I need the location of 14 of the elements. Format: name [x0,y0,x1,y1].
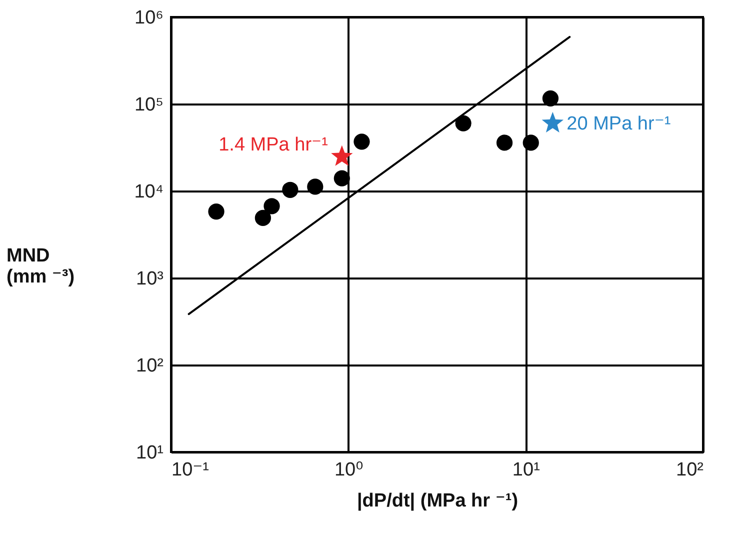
x-tick-label: 10⁻¹ [172,460,209,480]
x-tick-label: 10² [676,460,704,480]
y-axis-title: MND (mm ⁻³) [6,246,75,288]
x-axis-title: |dP/dt| (MPa hr ⁻¹) [356,490,518,512]
y-tick-label: 10⁴ [134,182,164,202]
y-tick-label: 10³ [136,268,164,290]
x-tick-label: 10⁰ [334,460,364,480]
y-tick-label: 10¹ [136,442,164,464]
y-tick-label: 10² [136,356,164,376]
annotation: 1.4 MPa hr⁻¹ [218,134,328,156]
x-tick-label: 10¹ [512,460,540,480]
annotation: 20 MPa hr⁻¹ [566,113,671,134]
y-tick-label: 10⁵ [134,94,164,116]
y-tick-label: 10⁶ [134,8,164,28]
